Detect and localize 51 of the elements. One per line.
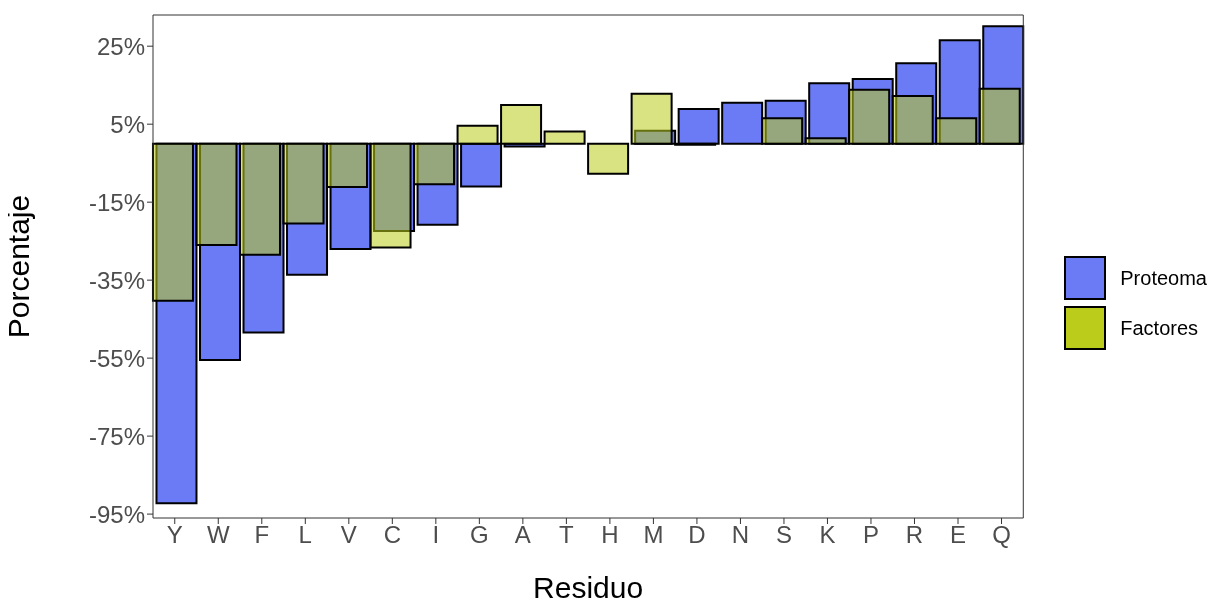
x-tick-label: V (340, 521, 357, 549)
y-tick-label: 5% (110, 110, 145, 138)
bar (848, 88, 891, 145)
x-tick-label: Y (166, 521, 183, 549)
legend-label: Proteoma (1120, 266, 1207, 290)
bar (634, 129, 677, 145)
bar (630, 92, 673, 145)
bar (151, 142, 194, 302)
x-tick-label: L (298, 521, 312, 549)
x-tick-label: D (688, 521, 706, 549)
x-tick-label: I (432, 521, 440, 549)
y-tick-label: -15% (88, 188, 145, 216)
x-axis-title: Residuo (533, 571, 644, 604)
bar (500, 104, 543, 145)
bar (804, 137, 847, 145)
bar (413, 142, 456, 186)
x-tick-label: C (383, 521, 401, 549)
x-tick-label: T (559, 521, 575, 549)
x-tick-label: S (775, 521, 792, 549)
bar (978, 87, 1021, 145)
bar (239, 142, 281, 256)
x-tick-label: M (643, 521, 664, 549)
x-tick-label: G (470, 521, 489, 549)
x-tick-label: E (950, 521, 967, 549)
bar (761, 117, 804, 145)
bar (195, 142, 238, 247)
bar (282, 142, 325, 225)
x-tick-label: N (731, 521, 750, 549)
x-tick-label: P (862, 521, 879, 549)
bar (891, 95, 934, 145)
y-tick-label: 25% (96, 32, 145, 60)
y-tick-label: -75% (88, 422, 145, 450)
bar (326, 142, 369, 188)
x-tick-label: H (601, 521, 619, 549)
bar (369, 142, 412, 249)
x-tick-label: Q (992, 521, 1011, 549)
bar (543, 130, 586, 145)
bar (155, 142, 198, 505)
y-tick-label: -35% (88, 266, 145, 294)
x-tick-label: W (206, 521, 230, 549)
x-tick-label: A (514, 521, 531, 549)
y-tick-label: -95% (88, 500, 145, 528)
y-tick-label: -55% (88, 344, 145, 372)
x-tick-label: K (819, 521, 836, 549)
legend-label: Factores (1120, 316, 1199, 340)
x-tick-label: F (254, 521, 270, 549)
bar (199, 142, 241, 362)
bar (456, 124, 499, 145)
x-tick-label: R (905, 521, 924, 549)
bar (935, 117, 978, 145)
bar (587, 142, 630, 175)
